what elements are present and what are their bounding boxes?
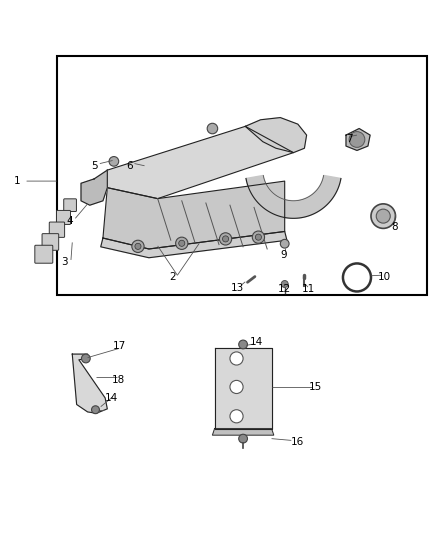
FancyBboxPatch shape — [42, 233, 59, 251]
Polygon shape — [346, 128, 370, 150]
Text: 17: 17 — [113, 341, 126, 351]
Polygon shape — [101, 231, 287, 258]
Circle shape — [239, 434, 247, 443]
Text: 14: 14 — [105, 393, 118, 403]
Circle shape — [219, 233, 232, 245]
Circle shape — [281, 280, 288, 287]
Circle shape — [230, 410, 243, 423]
Circle shape — [252, 231, 265, 243]
Circle shape — [223, 236, 229, 242]
Circle shape — [230, 381, 243, 393]
Polygon shape — [72, 354, 107, 413]
Polygon shape — [107, 126, 293, 199]
Text: 11: 11 — [302, 284, 315, 294]
Circle shape — [92, 406, 99, 414]
Circle shape — [132, 240, 144, 253]
Text: 2: 2 — [170, 272, 177, 282]
Text: 13: 13 — [231, 282, 244, 293]
Polygon shape — [215, 348, 272, 429]
Text: 12: 12 — [278, 284, 291, 294]
Text: 6: 6 — [126, 161, 133, 171]
Text: 4: 4 — [67, 215, 74, 225]
Text: 3: 3 — [61, 257, 68, 267]
Bar — [57, 56, 427, 295]
Circle shape — [371, 204, 396, 229]
Circle shape — [176, 237, 188, 249]
Text: 5: 5 — [91, 161, 98, 171]
Polygon shape — [81, 170, 107, 205]
Circle shape — [230, 352, 243, 365]
Circle shape — [179, 240, 185, 246]
FancyBboxPatch shape — [64, 199, 76, 212]
Text: 1: 1 — [14, 176, 21, 186]
Circle shape — [239, 340, 247, 349]
Circle shape — [135, 243, 141, 249]
Circle shape — [280, 239, 289, 248]
Circle shape — [109, 157, 119, 166]
Polygon shape — [103, 181, 285, 249]
Text: 14: 14 — [250, 337, 263, 347]
Text: 7: 7 — [346, 134, 353, 143]
FancyBboxPatch shape — [57, 211, 71, 224]
Circle shape — [349, 132, 365, 147]
Polygon shape — [212, 429, 274, 435]
Circle shape — [376, 209, 390, 223]
Text: 18: 18 — [112, 375, 125, 384]
Text: 16: 16 — [291, 437, 304, 447]
Circle shape — [255, 234, 261, 240]
Polygon shape — [246, 175, 341, 219]
Circle shape — [81, 354, 90, 363]
Circle shape — [343, 263, 371, 292]
FancyBboxPatch shape — [35, 245, 53, 263]
Circle shape — [207, 123, 218, 134]
Text: 15: 15 — [309, 382, 322, 392]
Polygon shape — [245, 118, 307, 152]
FancyBboxPatch shape — [49, 222, 65, 237]
Text: 9: 9 — [280, 249, 287, 260]
Text: 10: 10 — [378, 272, 391, 282]
Text: 8: 8 — [391, 222, 398, 232]
